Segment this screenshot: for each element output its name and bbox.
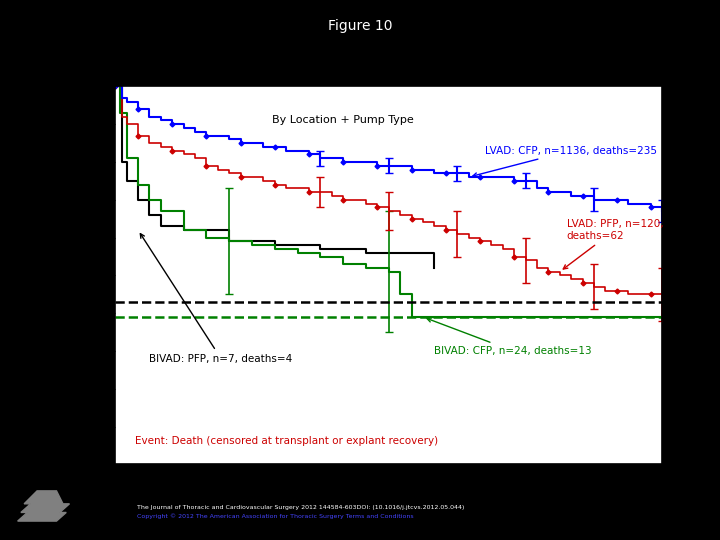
Text: All Patient Implants with Device Strategy at time of implant:  Destination Thera: All Patient Implants with Device Strateg…	[115, 71, 662, 84]
X-axis label: Months after Device Implant: Months after Device Implant	[277, 490, 500, 504]
Text: Event: Death (censored at transplant or explant recovery): Event: Death (censored at transplant or …	[135, 435, 438, 445]
Polygon shape	[17, 491, 69, 521]
Text: By Location + Pump Type: By Location + Pump Type	[272, 116, 414, 125]
Text: BIVAD: PFP, n=7, deaths=4: BIVAD: PFP, n=7, deaths=4	[140, 234, 292, 363]
Text: The Journal of Thoracic and Cardiovascular Surgery 2012 144584-603DOI: (10.1016/: The Journal of Thoracic and Cardiovascul…	[137, 505, 464, 510]
Text: LVAD: PFP, n=120,
deaths=62: LVAD: PFP, n=120, deaths=62	[563, 219, 663, 269]
Text: LVAD: CFP, n=1136, deaths=235: LVAD: CFP, n=1136, deaths=235	[473, 146, 657, 177]
Text: Figure 10: Figure 10	[328, 19, 392, 33]
Text: BIVAD: CFP, n=24, deaths=13: BIVAD: CFP, n=24, deaths=13	[427, 318, 592, 356]
Text: ELSEVIER: ELSEVIER	[34, 524, 60, 529]
Y-axis label: % Survival: % Survival	[66, 242, 78, 309]
Text: Copyright © 2012 The American Association for Thoracic Surgery Terms and Conditi: Copyright © 2012 The American Associatio…	[137, 514, 413, 519]
